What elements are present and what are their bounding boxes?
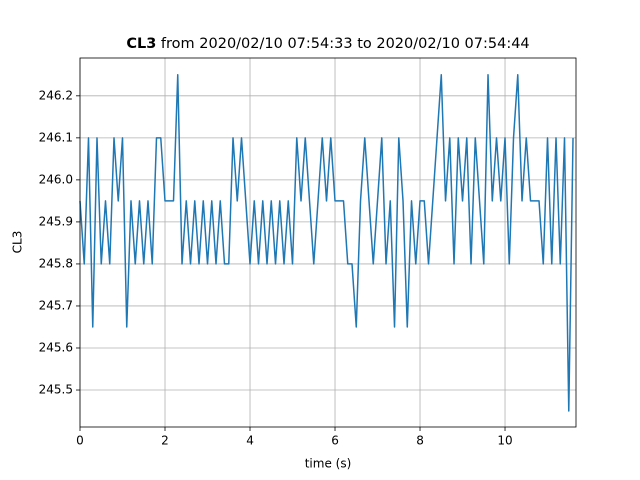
plot-frame	[79, 57, 577, 428]
title-text: from 2020/02/10 07:54:33 to 2020/02/10 0…	[161, 36, 530, 52]
x-tick-label: 6	[331, 434, 339, 448]
x-tick-label: 0	[76, 434, 84, 448]
title-bold: CL3	[126, 36, 156, 52]
y-tick-label: 245.6	[39, 340, 73, 354]
x-tick-label: 2	[161, 434, 169, 448]
x-tick-label: 8	[416, 434, 424, 448]
y-tick-label: 246.2	[39, 88, 73, 102]
x-tick-label: 10	[497, 434, 512, 448]
y-tick-label: 245.5	[39, 383, 73, 397]
x-tick-label: 4	[246, 434, 254, 448]
y-tick-label: 245.7	[39, 298, 73, 312]
y-tick-label: 245.9	[39, 214, 73, 228]
y-axis-label: CL3	[11, 231, 25, 254]
chart-title: CL3 from 2020/02/10 07:54:33 to 2020/02/…	[126, 36, 529, 52]
data-line	[79, 74, 574, 412]
x-axis-label: time (s)	[305, 457, 352, 471]
y-tick-label: 246.0	[39, 172, 73, 186]
y-tick-label: 246.1	[39, 130, 73, 144]
y-tick-label: 245.8	[39, 256, 73, 270]
